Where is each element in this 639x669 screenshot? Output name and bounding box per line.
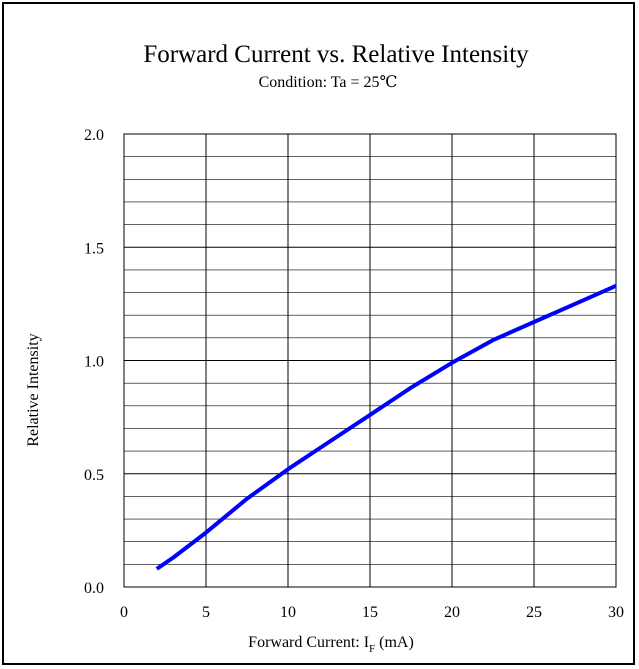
x-axis-label: Forward Current: IF (mA) (248, 634, 414, 655)
x-tick-label: 20 (444, 604, 460, 621)
plot-area (123, 133, 617, 588)
x-tick-label: 0 (120, 604, 128, 621)
y-axis-label: Relative Intensity (25, 333, 42, 446)
x-tick-label: 10 (280, 604, 296, 621)
y-tick-label: 0.5 (84, 467, 104, 484)
x-axis-label-unit: (mA) (375, 634, 414, 651)
y-tick-label: 1.0 (84, 354, 104, 371)
y-tick-label: 2.0 (84, 127, 104, 144)
y-tick-label: 0.0 (84, 580, 104, 597)
x-axis-label-subscript: F (369, 643, 375, 655)
x-tick-label: 5 (202, 604, 210, 621)
x-axis-label-main: Forward Current: I (248, 634, 369, 651)
series-layer (155, 283, 617, 571)
x-tick-labels: 0 5 10 15 20 25 30 (120, 604, 624, 621)
y-tick-label: 1.5 (84, 240, 104, 257)
x-tick-label: 25 (526, 604, 542, 621)
x-tick-label: 30 (608, 604, 624, 621)
chart-subtitle: Condition: Ta = 25℃ (259, 74, 398, 91)
y-tick-labels: 0.0 0.5 1.0 1.5 2.0 (84, 127, 104, 597)
chart-title: Forward Current vs. Relative Intensity (143, 41, 529, 68)
chart-svg: 0 5 10 15 20 25 30 0.0 0.5 1.0 1.5 2.0 Forward Cur… (25, 41, 624, 655)
series-line (155, 283, 617, 571)
x-tick-label: 15 (362, 604, 378, 621)
